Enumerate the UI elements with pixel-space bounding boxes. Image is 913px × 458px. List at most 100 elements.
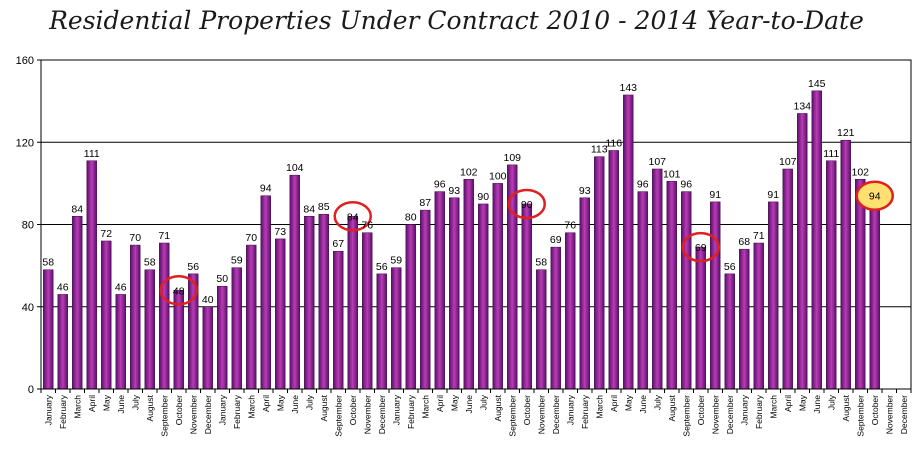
x-tick-label: February xyxy=(58,394,68,429)
x-tick-label: June xyxy=(638,395,648,414)
x-tick-label: August xyxy=(667,394,677,421)
data-label: 100 xyxy=(489,170,507,182)
x-tick-label: January xyxy=(391,394,401,425)
x-tick-label: March xyxy=(594,395,604,419)
y-tick-label: 120 xyxy=(16,137,34,149)
bar xyxy=(768,201,779,390)
bar xyxy=(449,197,460,390)
gridlines xyxy=(41,59,911,308)
x-tick-label: May xyxy=(101,394,111,411)
x-tick-label: June xyxy=(812,395,822,414)
bar xyxy=(347,216,358,390)
x-tick-label: July xyxy=(826,394,836,410)
bar xyxy=(231,267,242,390)
data-label: 84 xyxy=(71,203,83,215)
bar xyxy=(594,156,605,390)
x-tick-label: August xyxy=(319,394,329,421)
data-label: 73 xyxy=(274,226,286,238)
chart-title: Residential Properties Under Contract 20… xyxy=(49,6,864,35)
data-label: 56 xyxy=(187,261,199,273)
bar xyxy=(724,273,735,390)
bar xyxy=(101,240,112,390)
data-label: 87 xyxy=(419,197,431,209)
x-tick-label: January xyxy=(43,394,53,425)
bar xyxy=(811,90,822,390)
data-label: 93 xyxy=(448,185,460,197)
x-tick-label: May xyxy=(623,394,633,411)
data-label: 56 xyxy=(376,261,388,273)
bar xyxy=(304,216,315,390)
bar xyxy=(782,168,793,390)
data-label: 113 xyxy=(591,144,608,156)
data-label: 111 xyxy=(84,148,100,160)
bar xyxy=(710,201,721,390)
x-tick-label: August xyxy=(841,394,851,421)
bar xyxy=(202,306,213,390)
x-tick-label: October xyxy=(522,395,532,425)
x-tick-label: October xyxy=(348,395,358,425)
bar xyxy=(463,179,474,390)
x-tick-label: January xyxy=(739,394,749,425)
bar xyxy=(826,160,837,390)
x-tick-label: September xyxy=(333,395,343,437)
data-label: 90 xyxy=(477,191,489,203)
x-tick-label: December xyxy=(725,395,735,434)
bar xyxy=(115,294,126,390)
data-label: 102 xyxy=(460,166,478,178)
data-label: 121 xyxy=(837,127,855,139)
x-tick-label: July xyxy=(304,394,314,410)
x-tick-label: April xyxy=(435,395,445,412)
x-tick-label: November xyxy=(536,395,546,434)
bar xyxy=(420,209,431,390)
highlight-circle xyxy=(855,180,894,211)
x-tick-label: March xyxy=(72,395,82,419)
x-tick-label: April xyxy=(783,395,793,412)
x-tick-label: June xyxy=(464,395,474,414)
data-label: 68 xyxy=(738,236,750,248)
data-label: 46 xyxy=(57,281,69,293)
x-tick-label: August xyxy=(145,394,155,421)
bar xyxy=(478,203,489,390)
bar xyxy=(579,197,590,390)
data-label: 80 xyxy=(405,212,417,224)
x-tick-label: November xyxy=(188,395,198,434)
x-tick-label: July xyxy=(478,394,488,410)
bar xyxy=(550,246,561,390)
data-label: 76 xyxy=(361,220,373,232)
bar xyxy=(246,244,257,390)
data-label: 111 xyxy=(823,148,839,160)
data-label: 96 xyxy=(680,179,692,191)
bar xyxy=(318,213,329,390)
data-label: 143 xyxy=(619,82,637,94)
y-tick-label: 0 xyxy=(28,384,34,396)
bar xyxy=(608,150,619,390)
bar xyxy=(840,139,851,390)
x-tick-label: August xyxy=(493,394,503,421)
bar xyxy=(666,181,677,390)
x-tick-label: April xyxy=(609,395,619,412)
bar xyxy=(275,238,286,390)
bar xyxy=(217,285,228,390)
bar xyxy=(333,250,344,390)
x-tick-label: May xyxy=(275,394,285,411)
data-label: 101 xyxy=(663,168,681,180)
x-tick-label: June xyxy=(116,395,126,414)
data-labels: 5846841117246705871485640505970947310484… xyxy=(42,78,894,306)
x-tick-label: May xyxy=(449,394,459,411)
data-label: 50 xyxy=(216,273,228,285)
data-label: 145 xyxy=(808,78,826,90)
bar xyxy=(739,248,750,390)
x-tick-label: November xyxy=(710,395,720,434)
data-label: 59 xyxy=(231,255,243,267)
bar xyxy=(869,195,880,390)
data-label: 116 xyxy=(605,137,622,149)
x-tick-label: March xyxy=(420,395,430,419)
data-label: 104 xyxy=(286,162,304,174)
x-tick-label: September xyxy=(507,395,517,437)
data-label: 71 xyxy=(753,230,765,242)
data-label: 84 xyxy=(347,211,359,223)
x-tick-label: September xyxy=(855,395,865,437)
bar xyxy=(159,242,170,390)
bar xyxy=(521,203,532,390)
data-label: 91 xyxy=(709,189,721,201)
